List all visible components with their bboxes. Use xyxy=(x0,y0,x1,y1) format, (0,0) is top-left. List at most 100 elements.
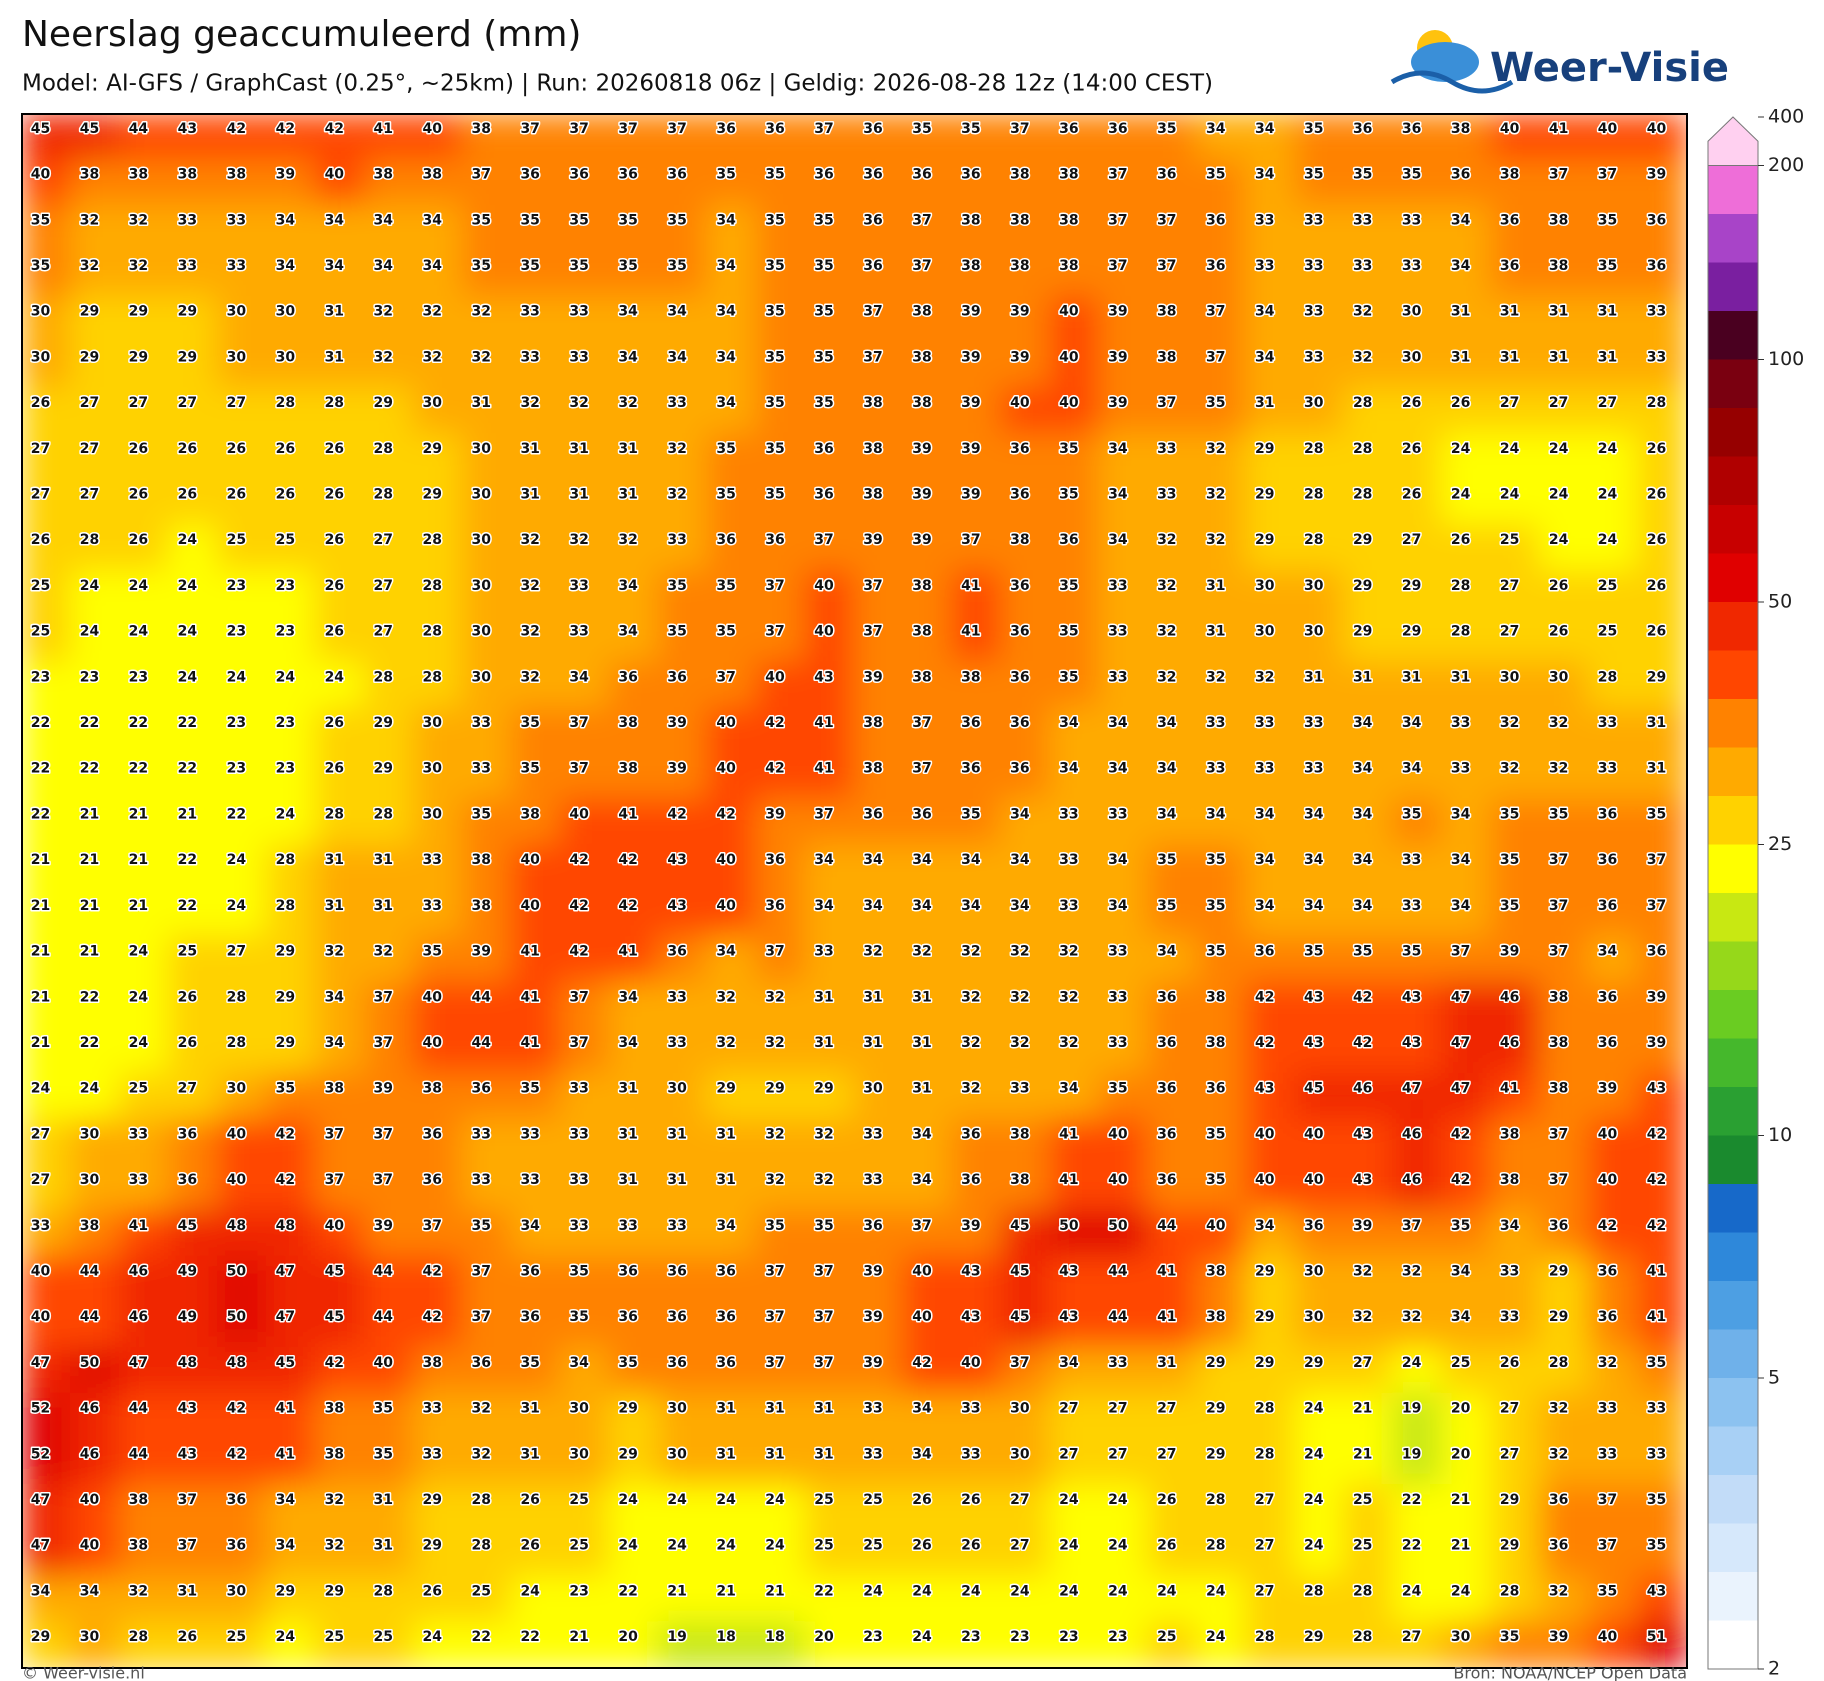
field-cell xyxy=(167,1255,219,1304)
value-label: 32 xyxy=(520,624,539,640)
value-label: 24 xyxy=(1549,441,1569,457)
value-label: 32 xyxy=(471,1446,490,1462)
field-cell xyxy=(755,1164,807,1212)
value-label: 37 xyxy=(1647,852,1666,868)
field-cell xyxy=(853,114,905,161)
value-label: 27 xyxy=(1500,578,1519,594)
value-label: 37 xyxy=(1549,944,1568,960)
field-cell xyxy=(22,158,72,207)
field-cell xyxy=(1490,844,1542,892)
field-cell xyxy=(804,890,856,938)
field-cell xyxy=(755,1621,807,1668)
field-cell xyxy=(1588,1072,1640,1121)
value-label: 34 xyxy=(1451,1264,1471,1280)
value-label: 30 xyxy=(1304,1309,1324,1325)
value-label: 40 xyxy=(1598,121,1618,137)
field-cell xyxy=(902,478,954,527)
field-cell xyxy=(657,1621,709,1668)
value-label: 34 xyxy=(1157,715,1177,731)
value-label: 36 xyxy=(618,1309,637,1325)
value-label: 32 xyxy=(961,1035,980,1051)
field-cell xyxy=(1098,844,1150,892)
value-label: 30 xyxy=(863,1081,883,1097)
value-label: 33 xyxy=(1108,1355,1127,1371)
value-label: 31 xyxy=(1549,349,1568,365)
value-label: 36 xyxy=(1549,1492,1568,1508)
value-label: 30 xyxy=(31,349,51,365)
field-cell xyxy=(902,1118,954,1167)
field-cell xyxy=(1539,1438,1591,1487)
field-cell xyxy=(853,615,905,664)
field-cell xyxy=(1539,432,1591,481)
value-label: 24 xyxy=(129,578,149,594)
value-label: 29 xyxy=(1353,532,1372,548)
value-label: 28 xyxy=(423,578,442,594)
value-label: 36 xyxy=(1157,1081,1176,1097)
field-cell xyxy=(118,707,170,755)
value-label: 20 xyxy=(1451,1401,1471,1417)
field-cell xyxy=(1049,158,1101,207)
field-cell xyxy=(69,524,121,573)
value-label: 29 xyxy=(765,1081,784,1097)
field-cell xyxy=(167,1484,219,1532)
field-cell xyxy=(1539,158,1591,207)
value-label: 36 xyxy=(716,1264,735,1280)
value-label: 45 xyxy=(1010,1309,1029,1325)
value-label: 27 xyxy=(1500,624,1519,640)
field-cell xyxy=(216,478,268,527)
value-label: 34 xyxy=(1108,532,1128,548)
value-label: 29 xyxy=(178,304,197,320)
value-label: 33 xyxy=(1598,761,1617,777)
field-cell xyxy=(902,432,954,481)
value-label: 36 xyxy=(1059,121,1078,137)
field-cell xyxy=(1539,981,1591,1030)
subtitle: Model: AI-GFS / GraphCast (0.25°, ~25km)… xyxy=(22,71,1213,97)
value-label: 33 xyxy=(1304,761,1323,777)
value-label: 34 xyxy=(1157,806,1177,822)
value-label: 34 xyxy=(1010,852,1030,868)
field-cell xyxy=(853,1118,905,1167)
field-cell xyxy=(216,432,268,481)
value-label: 26 xyxy=(520,1538,539,1554)
field-cell xyxy=(1588,752,1640,801)
value-label: 33 xyxy=(1598,715,1617,731)
value-label: 31 xyxy=(1500,304,1519,320)
field-cell xyxy=(1343,752,1395,801)
value-label: 30 xyxy=(31,304,51,320)
field-cell xyxy=(363,1027,415,1075)
field-cell xyxy=(69,981,121,1030)
value-label: 26 xyxy=(1647,441,1666,457)
field-cell xyxy=(265,661,317,710)
value-label: 35 xyxy=(667,212,686,228)
field-cell xyxy=(1049,524,1101,573)
value-label: 36 xyxy=(1010,578,1029,594)
value-label: 33 xyxy=(1206,761,1225,777)
value-label: 33 xyxy=(667,989,686,1005)
field-cell xyxy=(902,1301,954,1350)
value-label: 26 xyxy=(227,441,246,457)
value-label: 37 xyxy=(325,1126,344,1142)
value-label: 35 xyxy=(423,944,442,960)
value-label: 29 xyxy=(1304,1355,1323,1371)
value-label: 32 xyxy=(569,395,588,411)
field-cell xyxy=(1098,661,1150,710)
field-cell xyxy=(559,1575,611,1624)
field-cell xyxy=(461,295,513,344)
value-label: 41 xyxy=(1157,1309,1176,1325)
value-label: 31 xyxy=(814,1035,833,1051)
value-label: 37 xyxy=(569,121,588,137)
field-cell xyxy=(1049,1301,1101,1350)
value-label: 26 xyxy=(1549,578,1568,594)
value-label: 38 xyxy=(863,715,882,731)
value-label: 29 xyxy=(1402,578,1421,594)
field-cell xyxy=(951,570,1003,618)
value-label: 34 xyxy=(716,258,736,274)
value-label: 23 xyxy=(227,578,246,594)
field-cell xyxy=(363,844,415,892)
field-cell xyxy=(461,1529,513,1578)
value-label: 32 xyxy=(814,1172,833,1188)
value-label: 39 xyxy=(1647,989,1666,1005)
value-label: 22 xyxy=(227,806,246,822)
value-label: 26 xyxy=(1402,441,1421,457)
value-label: 36 xyxy=(1059,532,1078,548)
